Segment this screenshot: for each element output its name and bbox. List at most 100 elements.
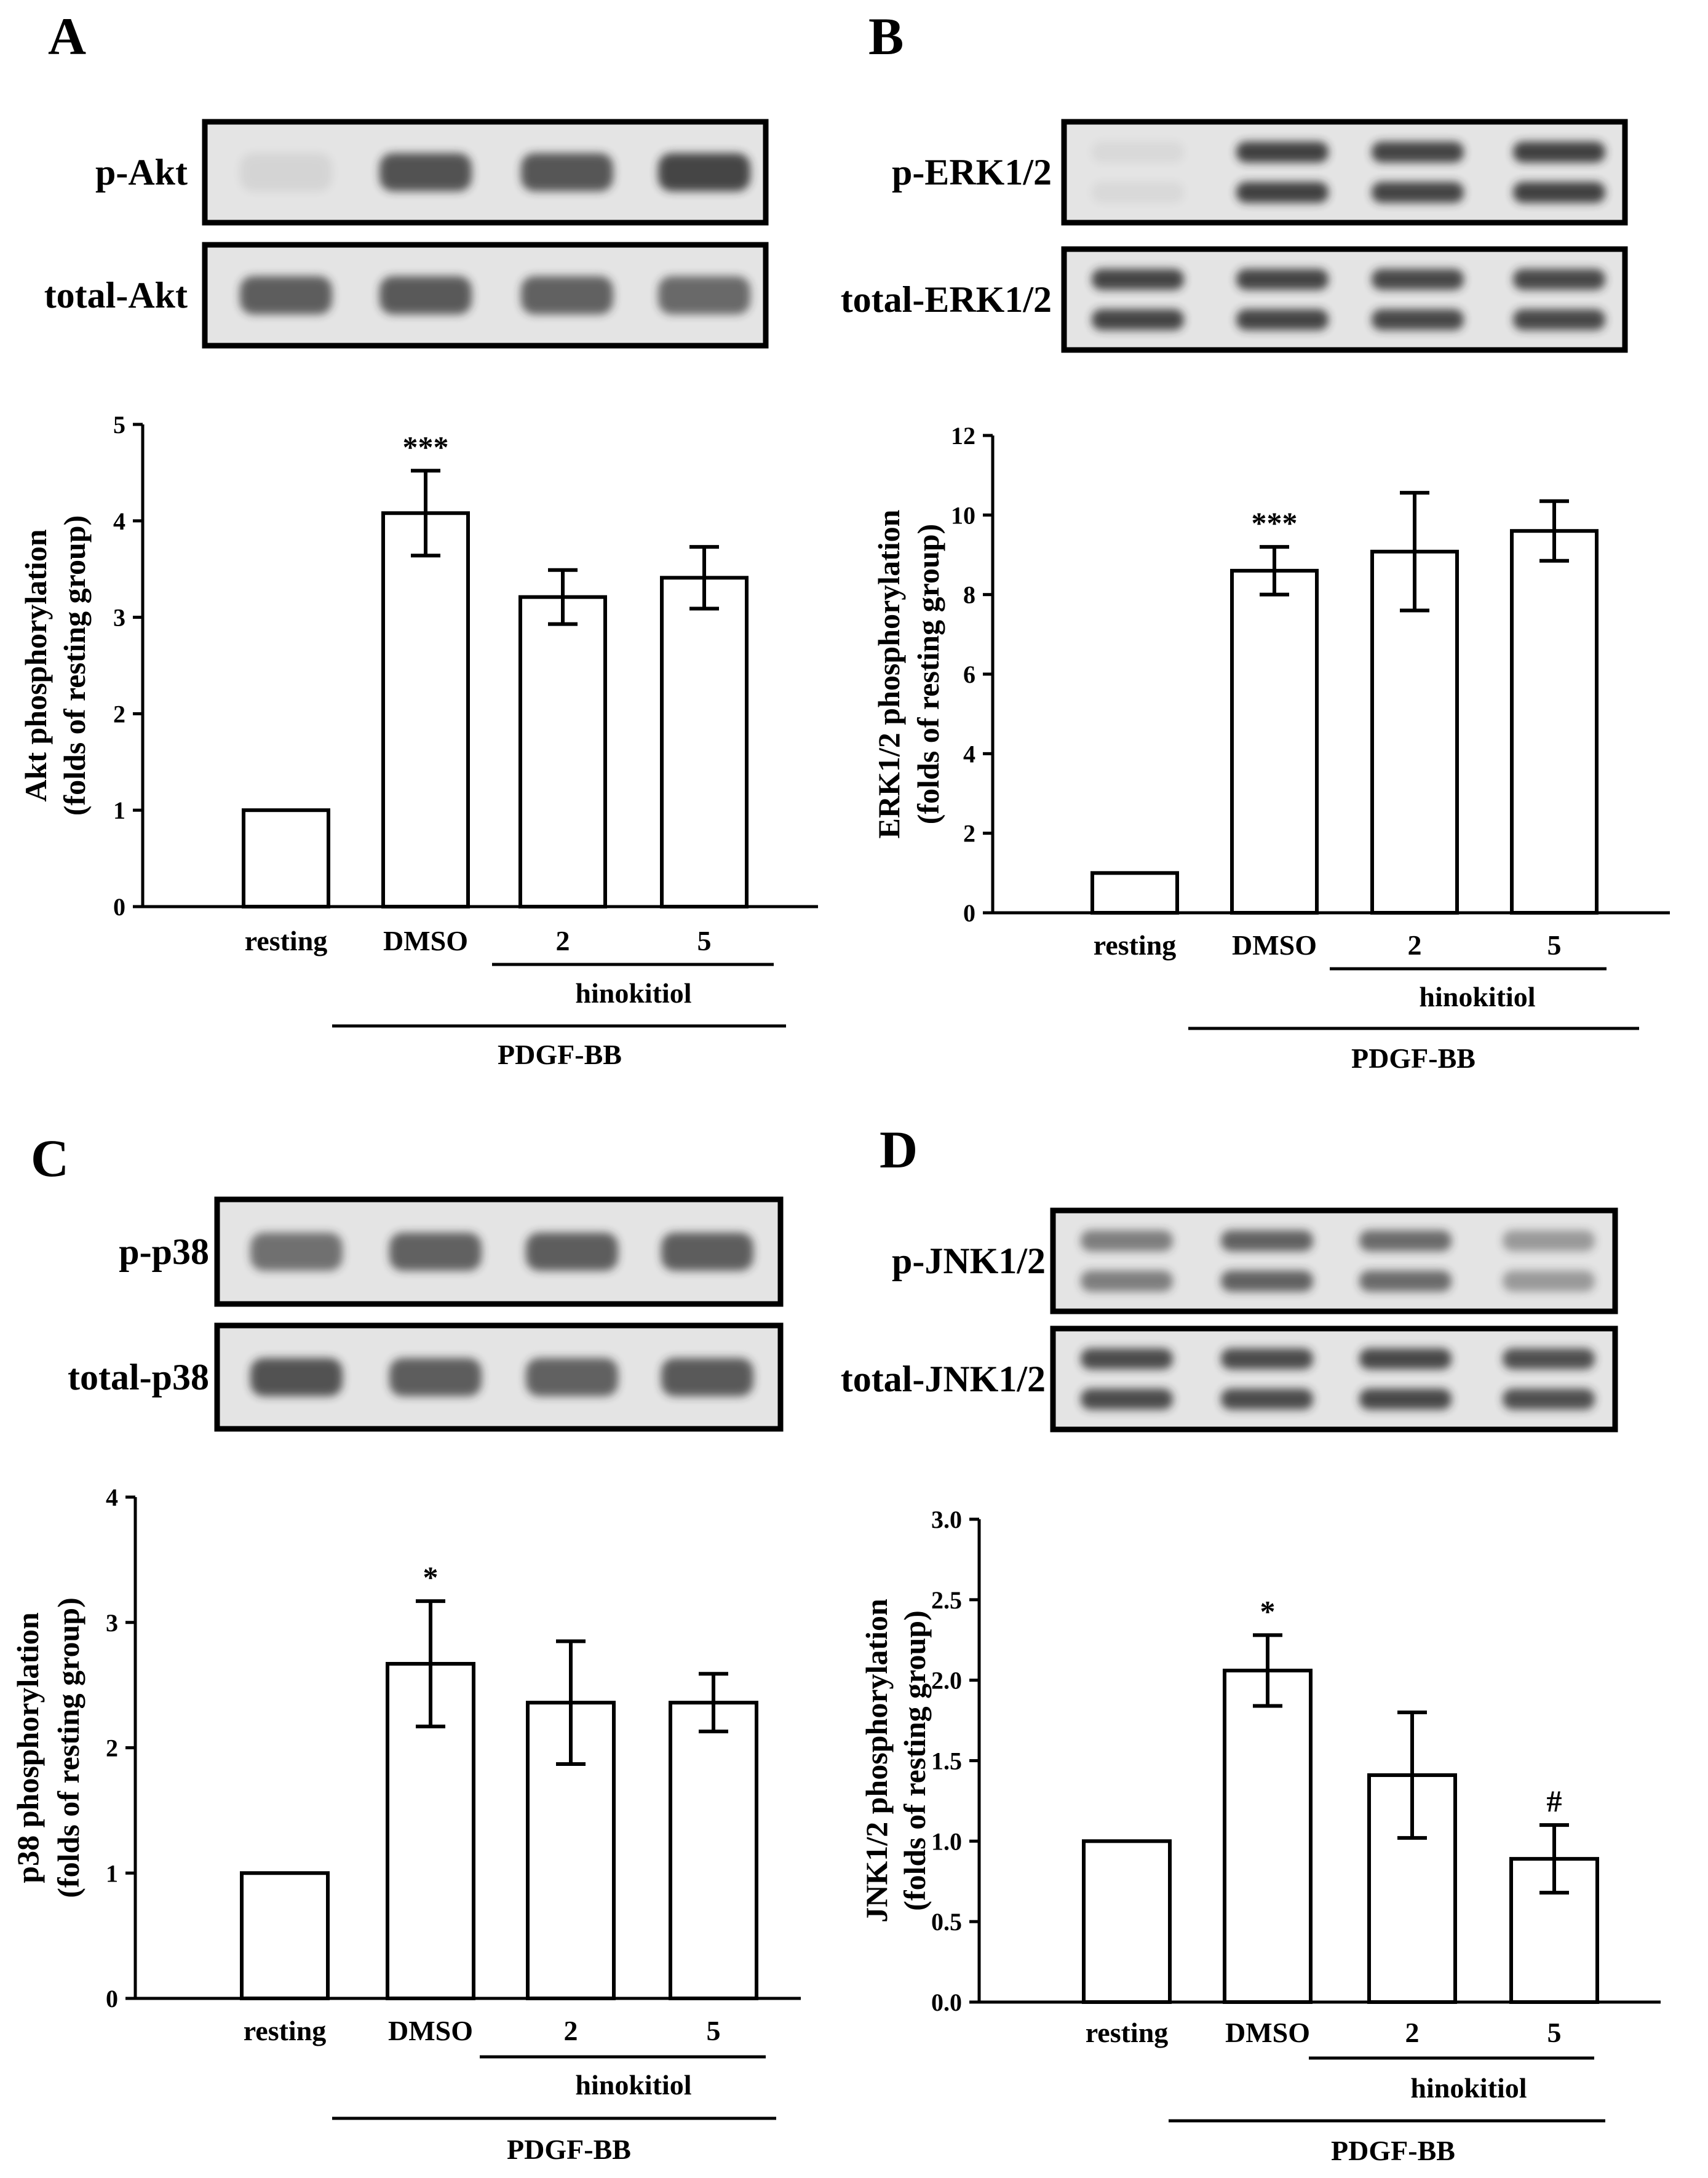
y-axis-subtitle: (folds of resting group)	[51, 1597, 85, 1898]
bar	[381, 511, 470, 908]
blot-band	[1092, 141, 1184, 163]
blot-strip-total: total-Akt	[44, 242, 769, 349]
blot-label: total-JNK1/2	[841, 1359, 1046, 1399]
blot-label: total-ERK1/2	[841, 279, 1052, 320]
blot-band	[1503, 1348, 1595, 1370]
category-label: DMSO	[388, 2015, 473, 2046]
blot-band	[1513, 141, 1605, 163]
pdgf-label: PDGF-BB	[1331, 2135, 1455, 2166]
y-tick-label: 1	[106, 1859, 118, 1887]
panel-letter-b: B	[868, 7, 904, 66]
y-tick-label: 1.5	[931, 1747, 962, 1775]
blot-strip-total: total-p38	[68, 1322, 784, 1432]
y-tick-label: 2	[106, 1735, 118, 1762]
blot-band	[240, 153, 332, 191]
significance-label: ***	[403, 429, 449, 464]
y-axis-title: JNK1/2 phosphorylation	[859, 1599, 894, 1923]
y-tick-label: 6	[963, 661, 975, 688]
bar	[1509, 1857, 1599, 2005]
y-axis-subtitle: (folds of resting group)	[57, 515, 92, 816]
panel-c: C p-p38 total-p38 0 1 2 3 4 resting * DMSO 2 5 hinok…	[10, 1129, 801, 2165]
significance-label: *	[423, 1560, 439, 1594]
blot-frame	[1050, 1325, 1618, 1433]
blot-band	[1359, 1230, 1452, 1252]
category-label: 5	[697, 925, 712, 956]
blot-band	[526, 1358, 618, 1396]
y-tick-label: 2.0	[931, 1667, 962, 1695]
bar-chart: 0 2 4 6 8 10 12 resting *** DMSO 2 5 hinokitiol PDGF-…	[872, 422, 1670, 1074]
bar	[660, 576, 749, 908]
blot-label: total-Akt	[44, 275, 188, 316]
blot-band	[1372, 181, 1464, 203]
blot-band	[1221, 1270, 1313, 1292]
panel-letter-c: C	[31, 1129, 69, 1188]
blot-band	[1221, 1388, 1313, 1410]
blot-band	[240, 276, 332, 314]
y-tick-label: 12	[951, 422, 975, 450]
category-label: 5	[1547, 2017, 1562, 2048]
y-tick-label: 0.0	[931, 1989, 962, 2016]
blot-band	[526, 1233, 618, 1271]
bar-chart: 0.0 0.5 1.0 1.5 2.0 2.5 3.0 resting * DMSO 2 #5 hino…	[859, 1506, 1661, 2166]
blot-band	[389, 1233, 482, 1271]
blot-band	[1092, 269, 1184, 290]
blot-band	[661, 1358, 753, 1396]
blot-band	[1092, 309, 1184, 330]
y-tick-label: 2	[113, 700, 125, 728]
blot-frame	[1050, 1207, 1618, 1314]
y-tick-label: 0	[106, 1985, 118, 2013]
significance-label: ***	[1252, 506, 1298, 540]
category-label: 2	[1405, 2017, 1420, 2048]
category-label: DMSO	[1225, 2017, 1310, 2048]
blot-frame	[1061, 119, 1628, 226]
blot-band	[1236, 141, 1329, 163]
blot-band	[389, 1358, 482, 1396]
blot-strip-total: total-JNK1/2	[841, 1325, 1618, 1433]
bar	[1090, 871, 1179, 915]
blot-band	[379, 153, 472, 191]
bar	[1230, 568, 1319, 915]
hinokitiol-label: hinokitiol	[575, 2069, 691, 2100]
category-label: 5	[707, 2015, 721, 2046]
significance-label: #	[1547, 1784, 1562, 1818]
category-label: resting	[1094, 929, 1177, 961]
blot-band	[379, 276, 472, 314]
blot-band	[658, 153, 750, 191]
blot-strip-phospho: p-p38	[119, 1196, 784, 1307]
blot-band	[661, 1233, 753, 1271]
blot-strip-total: total-ERK1/2	[841, 246, 1628, 353]
blot-band	[1221, 1230, 1313, 1252]
y-tick-label: 2.5	[931, 1586, 962, 1614]
blot-band	[1236, 269, 1329, 290]
blot-band	[1081, 1230, 1173, 1252]
panel-b: B p-ERK1/2 total-ERK1/2 0 2 4 6 8 10 12 resting **…	[841, 7, 1670, 1074]
bar	[240, 1871, 330, 2000]
blot-band	[1503, 1388, 1595, 1410]
y-tick-label: 2	[963, 820, 975, 848]
category-label: DMSO	[383, 925, 468, 956]
y-tick-label: 1.0	[931, 1827, 962, 1855]
blot-band	[1359, 1348, 1452, 1370]
bar	[518, 595, 607, 908]
significance-label: *	[1260, 1594, 1276, 1628]
blot-band	[1081, 1270, 1173, 1292]
bar	[1510, 529, 1599, 915]
blot-band	[1372, 309, 1464, 330]
blot-band	[1092, 181, 1184, 203]
blot-band	[250, 1233, 343, 1271]
y-axis-subtitle: (folds of resting group)	[911, 524, 945, 824]
y-tick-label: 0	[963, 899, 975, 927]
y-tick-label: 3	[106, 1609, 118, 1637]
blot-band	[1503, 1270, 1595, 1292]
category-label: DMSO	[1232, 929, 1317, 961]
category-label: 5	[1547, 929, 1562, 961]
blot-label: p-Akt	[95, 152, 188, 193]
category-label: 2	[1408, 929, 1422, 961]
bar	[1223, 1668, 1313, 2004]
blot-label: p-p38	[119, 1231, 209, 1272]
y-tick-label: 1	[113, 797, 125, 824]
category-label: 2	[556, 925, 570, 956]
